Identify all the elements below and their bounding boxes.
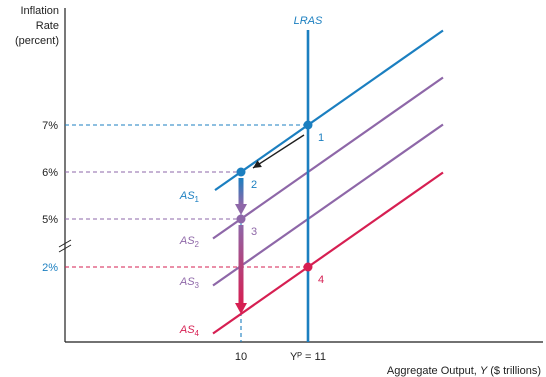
arrow-3-down <box>238 225 244 304</box>
point-3 <box>236 214 246 224</box>
guide-lines <box>65 124 308 342</box>
x-tick-labels: 10 Yᴾ = 11 <box>235 351 326 363</box>
point-label-1: 1 <box>318 132 324 144</box>
arrow-3-down-head <box>235 303 247 314</box>
as-label-3: AS3 <box>179 276 200 290</box>
lras-group: LRAS <box>294 15 323 342</box>
x-axis-label-prefix: Aggregate Output, <box>387 365 480 377</box>
point-1 <box>303 120 313 130</box>
as-label-4: AS4 <box>179 324 200 338</box>
x-tick-label-0: 10 <box>235 351 247 363</box>
point-2 <box>236 167 246 177</box>
arrow-1-to-2-head <box>253 160 262 168</box>
as-curve-3 <box>212 123 444 287</box>
as-curves: AS1 AS2 AS3 AS4 <box>179 29 444 338</box>
point-label-2: 2 <box>251 179 257 191</box>
as-label-2: AS2 <box>179 235 200 249</box>
as-label-1: AS1 <box>179 190 200 204</box>
y-axis-label-line2: Rate <box>36 20 59 32</box>
y-tick-label-5pct: 5% <box>42 214 58 226</box>
y-tick-label-2pct: 2% <box>42 262 58 274</box>
y-axis-label-line3: (percent) <box>15 35 59 47</box>
arrow-2-to-3-head <box>235 204 247 215</box>
arrow-1-to-2 <box>252 134 305 169</box>
arrow-2-to-3 <box>238 178 244 205</box>
x-tick-label-1: Yᴾ = 11 <box>290 351 326 363</box>
y-axis-break <box>58 239 72 253</box>
lras-label: LRAS <box>294 15 323 27</box>
x-axis-label: Aggregate Output, Y ($ trillions) <box>387 365 541 377</box>
y-tick-label-6pct: 6% <box>42 167 58 179</box>
as-curve-4 <box>212 171 444 335</box>
as-curve-2 <box>212 76 444 240</box>
x-axis-label-var: Y <box>480 365 488 377</box>
y-axis-label-line1: Inflation <box>20 5 59 17</box>
y-tick-labels: 7% 6% 5% 2% <box>42 120 58 274</box>
arrows <box>235 134 305 314</box>
y-tick-label-7pct: 7% <box>42 120 58 132</box>
as-curve-1 <box>214 29 444 192</box>
x-axis-label-suffix: ($ trillions) <box>487 365 541 377</box>
point-4 <box>303 262 313 272</box>
point-label-3: 3 <box>251 226 257 238</box>
points: 1 2 3 4 <box>236 120 324 286</box>
point-label-4: 4 <box>318 274 324 286</box>
